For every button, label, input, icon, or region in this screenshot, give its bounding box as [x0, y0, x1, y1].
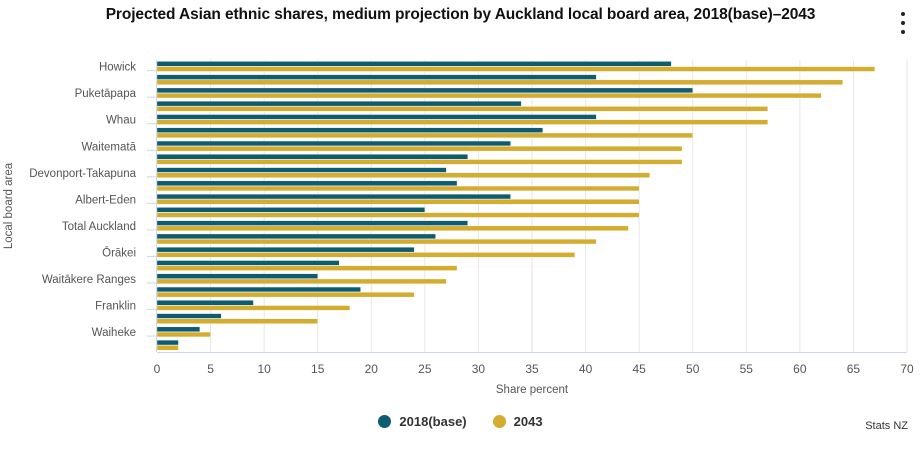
y-tick-label: Devonport-Takapuna [29, 168, 136, 180]
y-tick-label: Total Auckland [62, 221, 136, 233]
x-tick-label: 25 [418, 362, 432, 376]
bar-2043 [156, 331, 211, 338]
bar-2018 [156, 220, 468, 226]
x-axis-title: Share percent [496, 384, 569, 396]
bar-2043 [156, 239, 597, 245]
x-tick-label: 5 [207, 362, 214, 376]
bar-2043 [156, 318, 318, 324]
more-vertical-icon [901, 12, 905, 16]
bar-2018 [156, 167, 447, 173]
x-tick-label: 70 [900, 362, 914, 376]
bar-2018 [156, 313, 222, 319]
y-tick-label: Albert-Eden [75, 194, 136, 206]
x-tick-label: 55 [740, 362, 754, 376]
x-tick-label: 15 [311, 362, 325, 376]
bar-2018 [156, 233, 436, 239]
y-tick-label: Waiheke [92, 327, 136, 339]
y-tick-label: Ōrākei [102, 247, 136, 259]
bar-2018 [156, 87, 693, 93]
bar-2018 [156, 101, 522, 107]
bar-2018 [156, 127, 543, 133]
bar-2043 [156, 345, 179, 351]
y-tick-label: Waitematā [81, 141, 136, 153]
y-tick-label: Waitākere Ranges [42, 274, 136, 286]
bar-2018 [156, 61, 672, 67]
bar-2043 [156, 199, 640, 205]
legend-item-2043[interactable]: 2043 [492, 414, 543, 429]
legend-label-2043: 2043 [513, 414, 543, 429]
x-tick-label: 10 [257, 362, 271, 376]
menu-dot [901, 21, 905, 25]
bar-2043 [156, 93, 822, 99]
y-tick-label: Howick [99, 62, 136, 74]
x-tick-label: 50 [686, 362, 700, 376]
credit-link[interactable]: Stats NZ [865, 420, 908, 432]
bar-2018 [156, 286, 361, 293]
x-tick-label: 20 [365, 362, 379, 376]
legend-marker-2018 [378, 415, 392, 428]
bar-2043 [156, 185, 640, 192]
y-tick-label: Franklin [95, 301, 136, 313]
menu-dot [901, 30, 905, 34]
bar-2018 [156, 74, 597, 80]
bar-2043 [156, 265, 458, 271]
bar-2043 [156, 172, 651, 178]
chart-menu-button[interactable] [898, 12, 908, 34]
y-tick-label: Whau [106, 115, 136, 127]
legend: 2018(base) 2043 [0, 414, 921, 429]
bar-2018 [156, 154, 468, 160]
bar-2043 [156, 146, 683, 152]
bar-2043 [156, 106, 768, 112]
bar-2043 [156, 292, 415, 298]
bar-2018 [156, 247, 415, 253]
y-axis-title: Local board area [3, 162, 15, 249]
x-tick-label: 0 [154, 362, 161, 376]
bar-2043 [156, 305, 351, 311]
legend-item-2018[interactable]: 2018(base) [378, 414, 467, 429]
bar-2018 [156, 260, 340, 266]
bar-2018 [156, 180, 458, 186]
bar-2018 [156, 326, 201, 332]
x-tick-label: 45 [632, 362, 646, 376]
legend-label-2018: 2018(base) [399, 414, 467, 429]
bar-2018 [156, 273, 318, 279]
bar-2018 [156, 140, 511, 147]
bar-2043 [156, 212, 640, 218]
x-tick-label: 40 [579, 362, 593, 376]
bar-2018 [156, 114, 597, 120]
x-tick-label: 65 [847, 362, 861, 376]
x-tick-label: 60 [793, 362, 807, 376]
bar-2043 [156, 132, 693, 138]
x-tick-label: 30 [472, 362, 486, 376]
bar-2018 [156, 207, 426, 213]
bar-2018 [156, 300, 254, 306]
bar-2043 [156, 79, 843, 85]
bar-2043 [156, 252, 576, 258]
bar-2043 [156, 66, 876, 72]
bar-2043 [156, 278, 447, 284]
y-tick-label: Puketāpapa [75, 88, 137, 100]
bar-2043 [156, 119, 768, 125]
chart-title: Projected Asian ethnic shares, medium pr… [105, 6, 816, 23]
legend-marker-2043 [492, 415, 506, 428]
bar-2018 [156, 194, 511, 200]
bar-2043 [156, 225, 629, 231]
bar-2018 [156, 340, 179, 346]
x-tick-label: 35 [525, 362, 539, 376]
bar-2043 [156, 159, 683, 165]
